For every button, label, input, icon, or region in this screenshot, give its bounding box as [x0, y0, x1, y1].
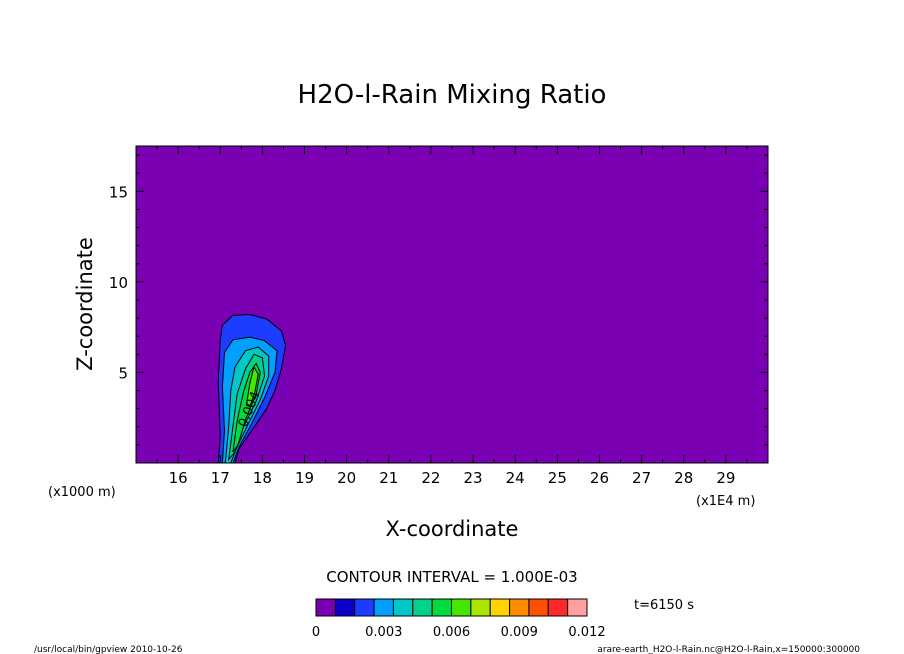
footer-right: arare-earth_H2O-l-Rain.nc@H2O-l-Rain,x=1… — [597, 645, 860, 654]
x-tick-label: 16 — [169, 469, 188, 487]
colorbar-cell — [470, 598, 491, 617]
x-tick-label: 26 — [590, 469, 609, 487]
x-tick-label: 23 — [464, 469, 483, 487]
colorbar-cell — [373, 598, 394, 617]
colorbar-cell — [509, 598, 530, 617]
x-tick-label: 28 — [674, 469, 693, 487]
x-axis: 16 17 18 19 20 21 22 23 24 25 26 27 28 29 — [156, 146, 748, 487]
footer-left: /usr/local/bin/gpview 2010-10-26 — [34, 645, 183, 654]
x-tick-label: 20 — [337, 469, 356, 487]
y-axis: 5 10 15 — [109, 154, 768, 446]
colorbar-label: 0.006 — [433, 625, 470, 640]
x-tick-label: 27 — [632, 469, 651, 487]
y-axis-label: Z-coordinate — [73, 237, 97, 371]
contour-fills — [217, 313, 287, 464]
colorbar-cell — [334, 598, 356, 617]
colorbar-cell — [451, 598, 472, 617]
colorbar-label: 0.012 — [568, 625, 605, 640]
contour-interval-text: CONTOUR INTERVAL = 1.000E-03 — [326, 568, 577, 586]
x-tick-label: 24 — [506, 469, 525, 487]
colorbar-cell — [412, 598, 433, 617]
colorbar-label: 0.009 — [501, 625, 538, 640]
colorbar-label: 0 — [312, 625, 320, 640]
x-tick-label: 17 — [211, 469, 230, 487]
colorbar — [315, 598, 588, 617]
x-axis-label: X-coordinate — [386, 517, 519, 541]
colorbar-cell — [528, 598, 549, 617]
x-tick-label: 19 — [295, 469, 314, 487]
colorbar-cell — [315, 598, 336, 617]
colorbar-cell — [567, 598, 588, 617]
colorbar-labels: 0 0.003 0.006 0.009 0.012 — [312, 625, 606, 640]
y-tick-label: 10 — [109, 274, 128, 292]
x-tick-label: 18 — [253, 469, 272, 487]
colorbar-cell — [489, 598, 511, 617]
colorbar-label: 0.003 — [365, 625, 402, 640]
chart-title: H2O-l-Rain Mixing Ratio — [298, 80, 607, 110]
colorbar-cell — [547, 598, 569, 617]
x-tick-label: 25 — [548, 469, 567, 487]
x-tick-label: 21 — [379, 469, 398, 487]
colorbar-cell — [392, 598, 414, 617]
colorbar-cell — [431, 598, 452, 617]
y-tick-label: 15 — [109, 183, 128, 201]
x-tick-label: 29 — [716, 469, 735, 487]
time-label: t=6150 s — [634, 598, 694, 613]
y-tick-label: 5 — [118, 364, 128, 382]
contour-level-6 — [245, 365, 259, 408]
x-unit-label: (x1E4 m) — [696, 494, 755, 509]
y-unit-label: (x1000 m) — [48, 485, 116, 500]
colorbar-cell — [354, 598, 375, 617]
x-tick-label: 22 — [421, 469, 440, 487]
